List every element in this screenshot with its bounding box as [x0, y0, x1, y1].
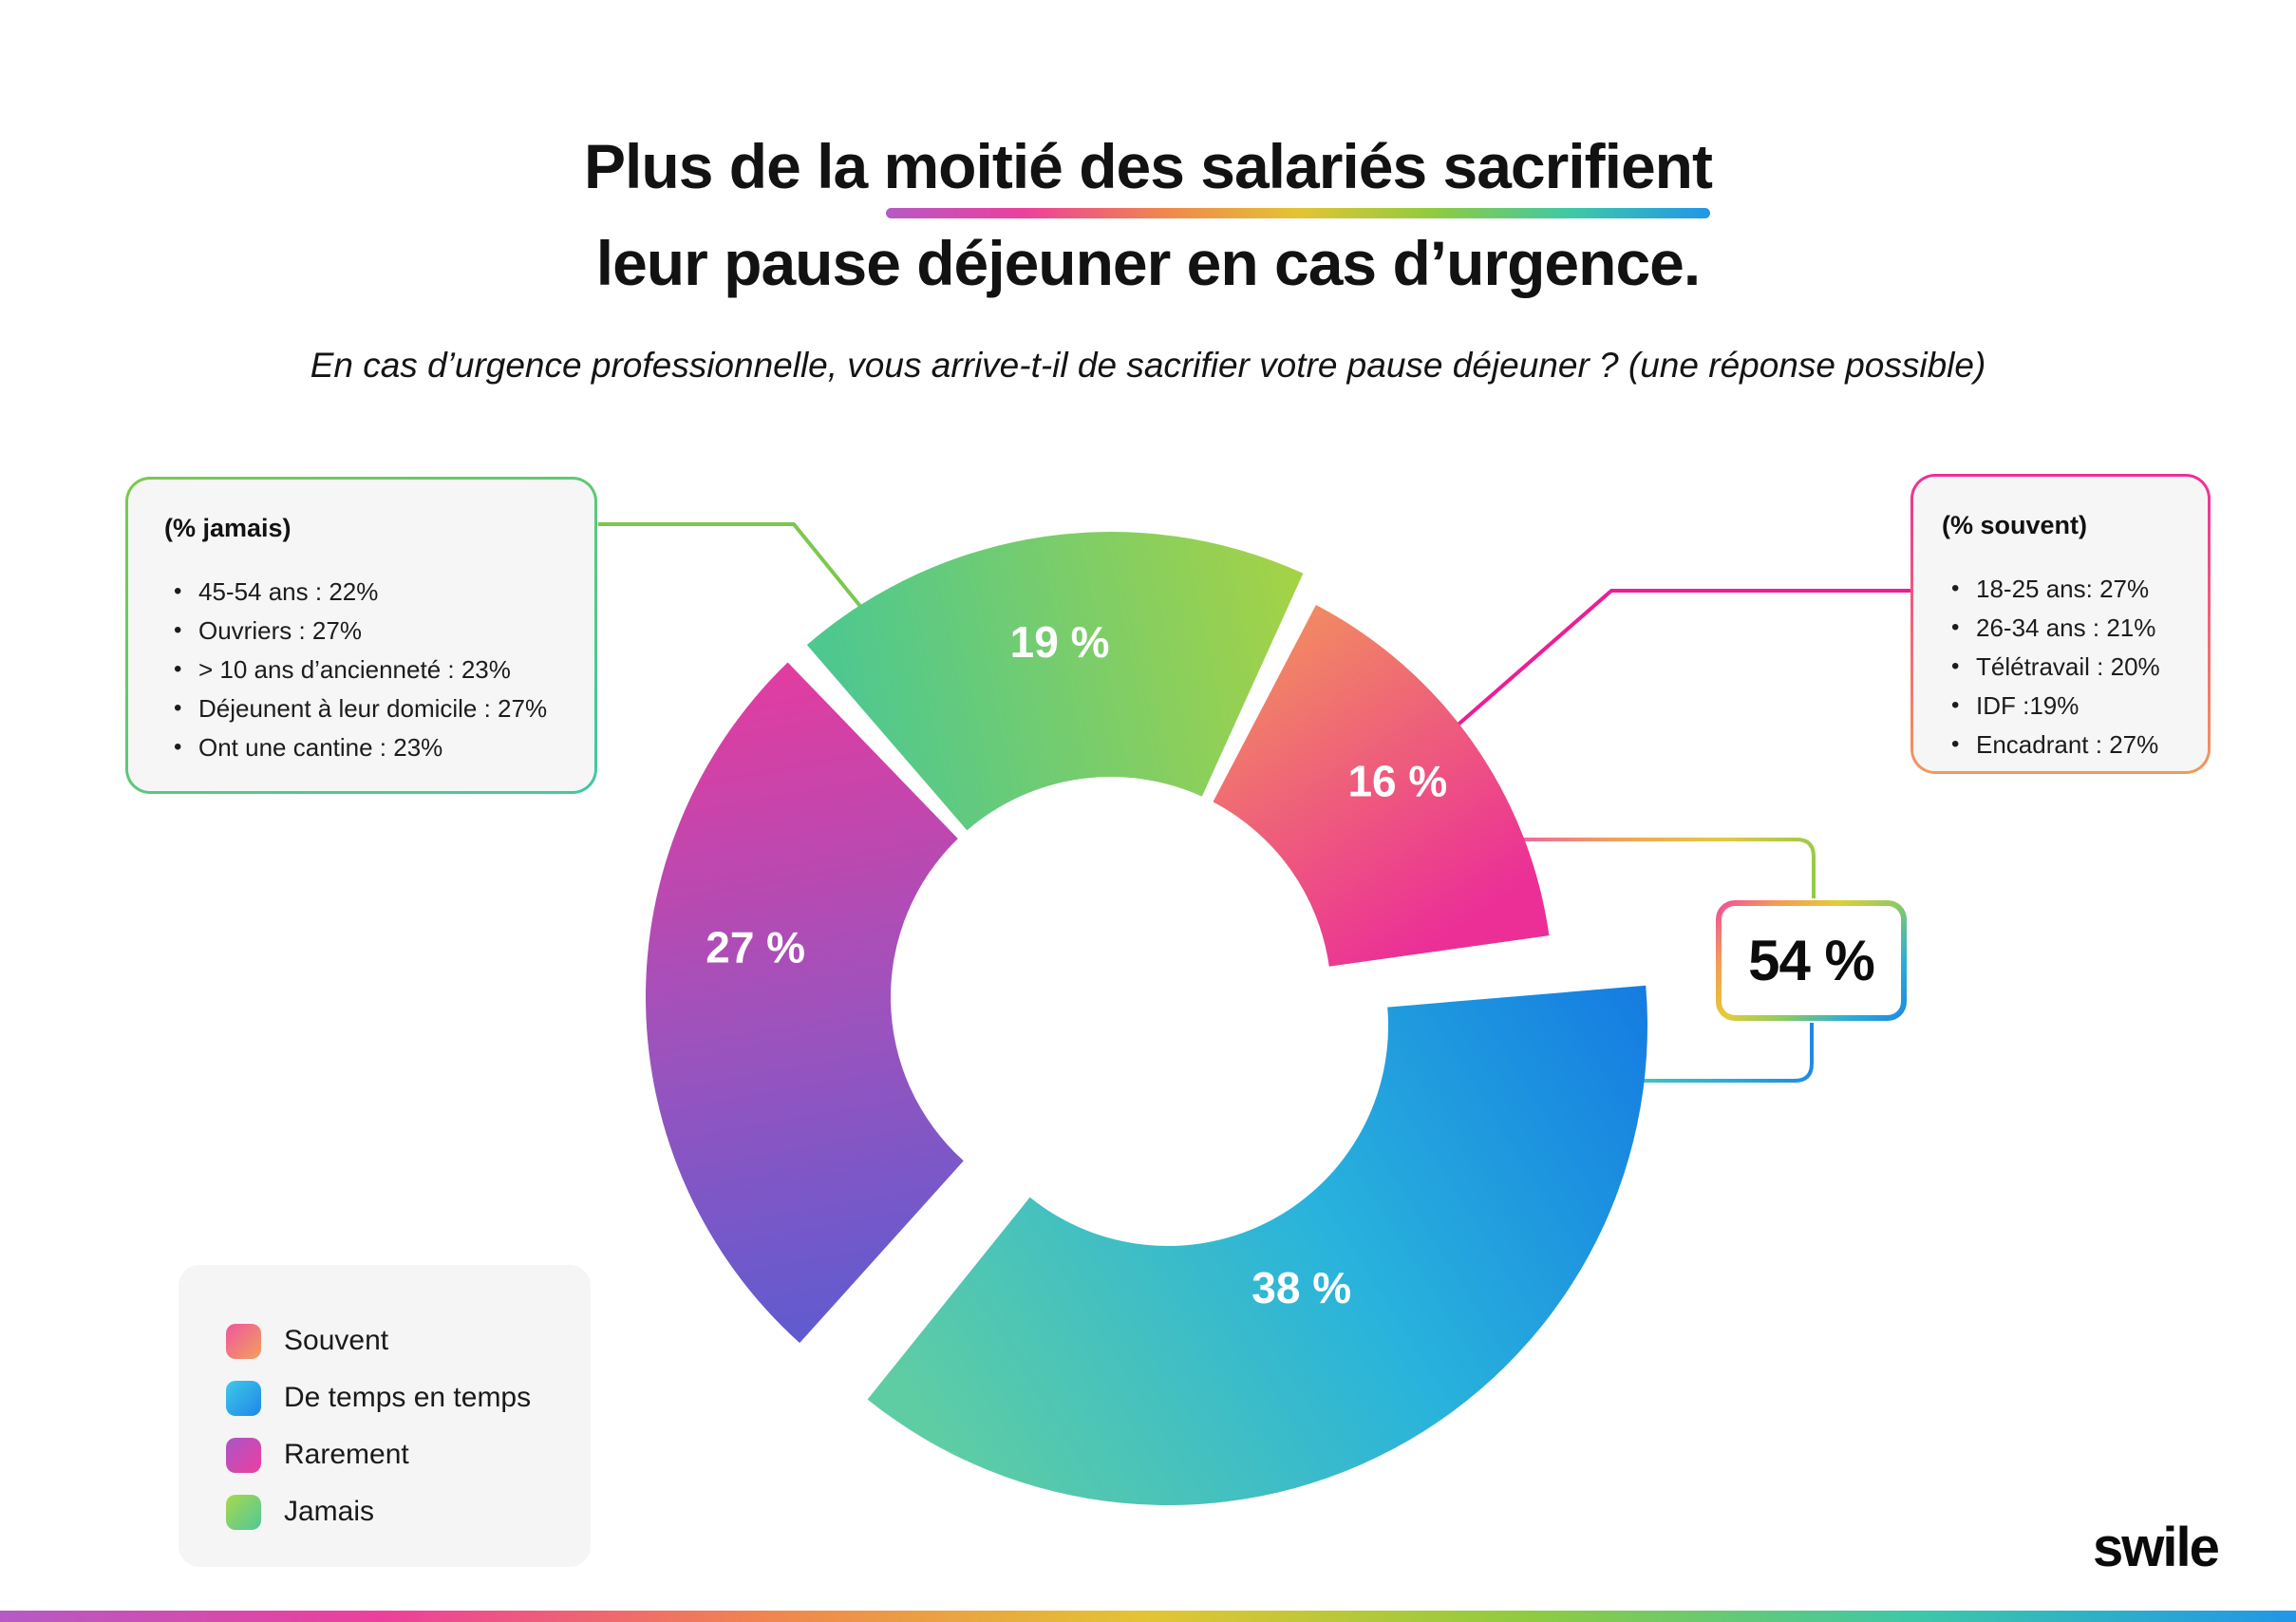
legend-row-jamais: Jamais [226, 1483, 591, 1540]
callout-souvent-heading: (% souvent) [1942, 511, 2088, 539]
swile-logo: swile [2093, 1517, 2220, 1578]
list-item: 45-54 ans : 22% [164, 575, 558, 608]
slice-label-jamais: 19 % [1010, 617, 1110, 667]
legend-row-souvent: Souvent [226, 1312, 591, 1369]
page-title-line2: leur pause déjeuner en cas d’urgence. [595, 228, 1701, 298]
legend-swatch-detemps [226, 1380, 261, 1416]
list-item: Déjeunent à leur domicile : 27% [164, 692, 558, 725]
connector-54-bottom-line [1617, 1023, 1814, 1083]
header: Plus de la moitié des salariés sacrifien… [0, 135, 2296, 294]
callout-jamais-heading: (% jamais) [164, 514, 292, 542]
list-item: IDF :19% [1942, 689, 2179, 722]
donut-slices: 19 % 16 % 38 % 27 % [646, 532, 1647, 1505]
title-prefix: Plus de la [584, 131, 884, 201]
callout-souvent-list: 18-25 ans: 27% 26-34 ans : 21% Télétrava… [1942, 573, 2179, 761]
slice-detemps [867, 985, 1647, 1505]
legend-label: Souvent [284, 1325, 389, 1356]
connector-54-top-line [1508, 838, 1816, 898]
slice-label-detemps: 38 % [1252, 1263, 1351, 1312]
survey-question: En cas d’urgence professionnelle, vous a… [310, 346, 1986, 385]
legend-label: Jamais [284, 1496, 375, 1527]
highlight-badge-54: 54 % [1716, 900, 1907, 1021]
callout-jamais: (% jamais) 45-54 ans : 22% Ouvriers : 27… [125, 477, 597, 794]
list-item: 26-34 ans : 21% [1942, 612, 2179, 644]
callout-souvent: (% souvent) 18-25 ans: 27% 26-34 ans : 2… [1910, 474, 2211, 774]
legend-row-detemps: De temps en temps [226, 1369, 591, 1426]
slice-souvent [1213, 605, 1550, 967]
list-item: > 10 ans d’ancienneté : 23% [164, 653, 558, 686]
list-item: Ont une cantine : 23% [164, 731, 558, 764]
callout-jamais-list: 45-54 ans : 22% Ouvriers : 27% > 10 ans … [164, 575, 558, 764]
title-underlined-part: moitié des salariés sacrifient [883, 131, 1713, 218]
chart-legend: Souvent De temps en temps Rarement Jamai… [179, 1265, 591, 1567]
list-item: 18-25 ans: 27% [1942, 573, 2179, 605]
connector-souvent-line [1429, 589, 1910, 750]
rainbow-bottom-bar [0, 1611, 2296, 1622]
slice-label-souvent: 16 % [1347, 757, 1447, 806]
page-title-line1: Plus de la moitié des salariés sacrifien… [0, 131, 2296, 218]
slice-rarement [646, 662, 964, 1344]
slice-label-rarement: 27 % [706, 922, 805, 971]
legend-label: De temps en temps [284, 1382, 532, 1413]
highlight-value: 54 % [1748, 929, 1875, 992]
list-item: Encadrant : 27% [1942, 728, 2179, 761]
slice-jamais [806, 532, 1304, 831]
list-item: Télétravail : 20% [1942, 651, 2179, 683]
list-item: Ouvriers : 27% [164, 614, 558, 647]
legend-swatch-jamais [226, 1494, 261, 1530]
legend-swatch-souvent [226, 1323, 261, 1359]
legend-label: Rarement [284, 1439, 409, 1470]
legend-row-rarement: Rarement [226, 1426, 591, 1483]
connector-jamais-line [598, 522, 881, 632]
legend-swatch-rarement [226, 1437, 261, 1473]
